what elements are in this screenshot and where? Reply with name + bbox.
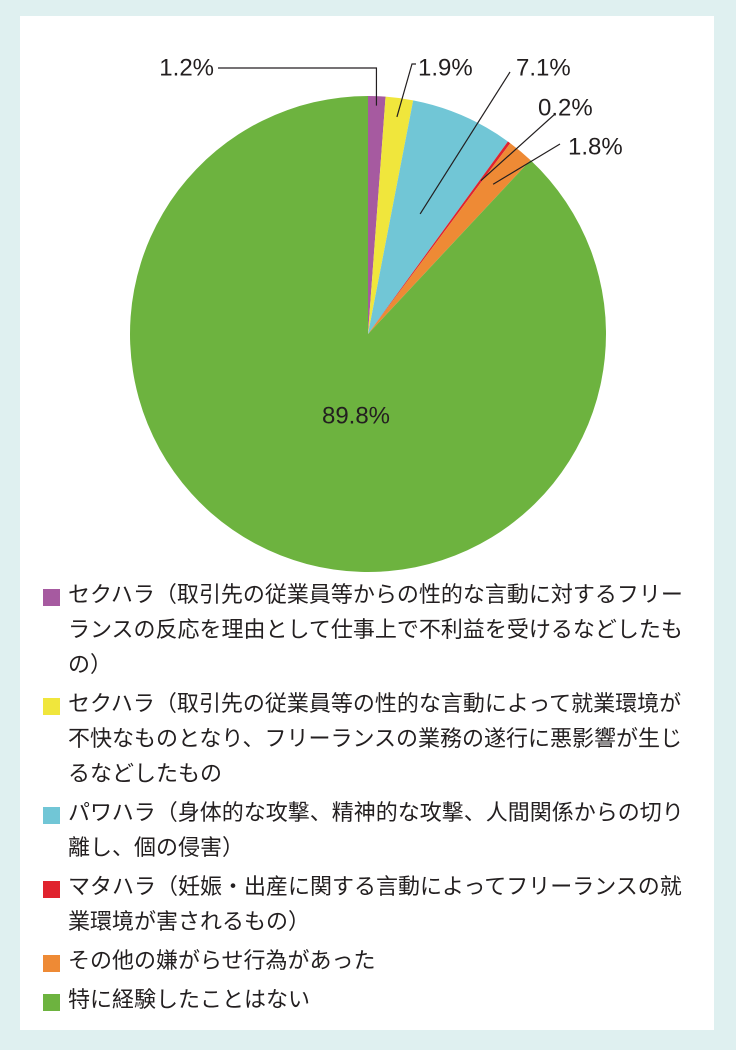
slice-value-label: 1.2% (159, 55, 214, 82)
slice-value-label: 89.8% (322, 403, 390, 430)
pie-slice (368, 100, 508, 334)
leader-line (396, 63, 416, 118)
pie-slice (368, 96, 386, 334)
legend-item-sexual-harassment-environment: セクハラ（取引先の従業員等の性的な言動によって就業環境が不快なものとなり、フリー… (42, 687, 702, 792)
data-labels: 1.2% 1.9% 7.1% 0.2% 1.8% 89.8% (159, 55, 622, 430)
pie-slice (368, 143, 531, 334)
legend-label: セクハラ（取引先の従業員等の性的な言動によって就業環境が不快なものとなり、フリー… (68, 692, 683, 787)
legend-swatch (43, 807, 60, 824)
slice-value-label: 7.1% (516, 55, 571, 82)
legend-item-power-harassment: パワハラ（身体的な攻撃、精神的な攻撃、人間関係からの切り離し、個の侵害） (42, 796, 702, 866)
slice-value-label: 1.9% (418, 55, 473, 82)
leader-lines (218, 63, 561, 215)
legend-swatch (43, 589, 60, 606)
slice-value-label: 1.8% (568, 134, 623, 161)
legend: セクハラ（取引先の従業員等からの性的な言動に対するフリーランスの反応を理由として… (42, 578, 702, 1022)
legend-item-sexual-harassment-retaliation: セクハラ（取引先の従業員等からの性的な言動に対するフリーランスの反応を理由として… (42, 578, 702, 683)
leader-line (492, 143, 561, 185)
pie-slice (130, 96, 607, 572)
legend-label: マタハラ（妊娠・出産に関する言動によってフリーランスの就業環境が害されるもの） (68, 875, 682, 935)
legend-label: その他の嫌がらせ行為があった (68, 949, 376, 974)
legend-item-other-harassment: その他の嫌がらせ行為があった (42, 944, 702, 979)
leader-line (419, 71, 511, 215)
legend-swatch (43, 955, 60, 972)
pie-slice (368, 141, 511, 334)
chart-panel: 1.2% 1.9% 7.1% 0.2% 1.8% 89.8% セクハラ（取引先の従業員等か… (20, 16, 714, 1030)
legend-item-no-experience: 特に経験したことはない (42, 983, 702, 1018)
pie-slices (130, 96, 607, 572)
leader-line (480, 113, 556, 182)
pie-slice (368, 96, 414, 335)
legend-label: パワハラ（身体的な攻撃、精神的な攻撃、人間関係からの切り離し、個の侵害） (68, 801, 684, 861)
legend-swatch (43, 698, 60, 715)
legend-swatch (43, 881, 60, 898)
legend-label: 特に経験したことはない (68, 988, 311, 1013)
legend-label: セクハラ（取引先の従業員等からの性的な言動に対するフリーランスの反応を理由として… (68, 583, 683, 678)
legend-item-maternity-harassment: マタハラ（妊娠・出産に関する言動によってフリーランスの就業環境が害されるもの） (42, 870, 702, 940)
pie-chart: 1.2% 1.9% 7.1% 0.2% 1.8% 89.8% (130, 55, 623, 572)
leader-line (218, 67, 378, 106)
slice-value-label: 0.2% (538, 95, 593, 122)
legend-swatch (43, 994, 60, 1011)
